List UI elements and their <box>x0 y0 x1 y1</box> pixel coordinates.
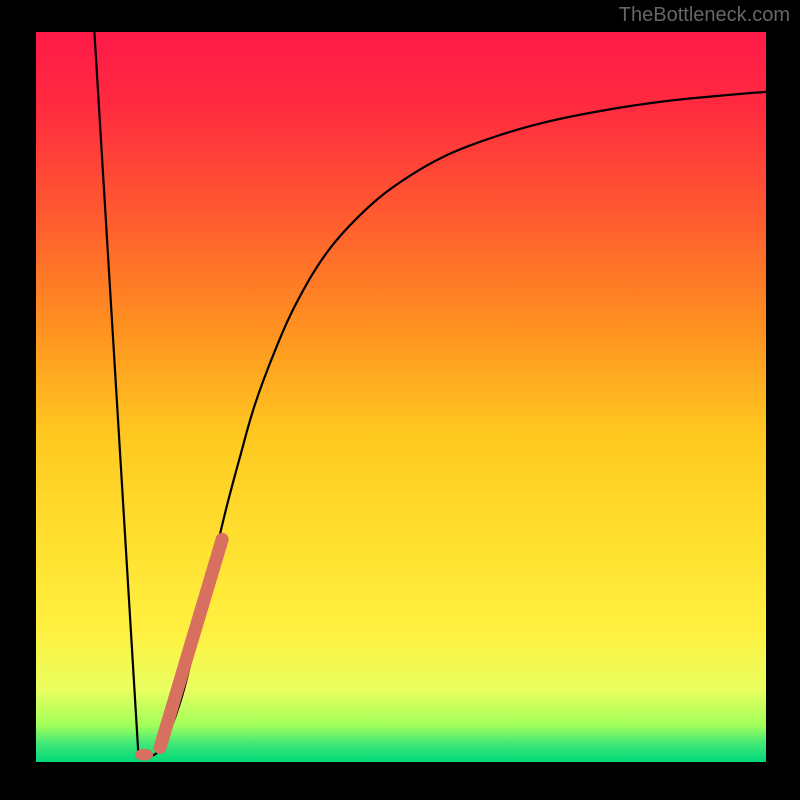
bottleneck-chart <box>0 0 800 800</box>
valley-marker <box>135 749 153 761</box>
gradient-background <box>36 32 766 762</box>
watermark-text: TheBottleneck.com <box>619 4 790 27</box>
chart-container: TheBottleneck.com <box>0 0 800 800</box>
